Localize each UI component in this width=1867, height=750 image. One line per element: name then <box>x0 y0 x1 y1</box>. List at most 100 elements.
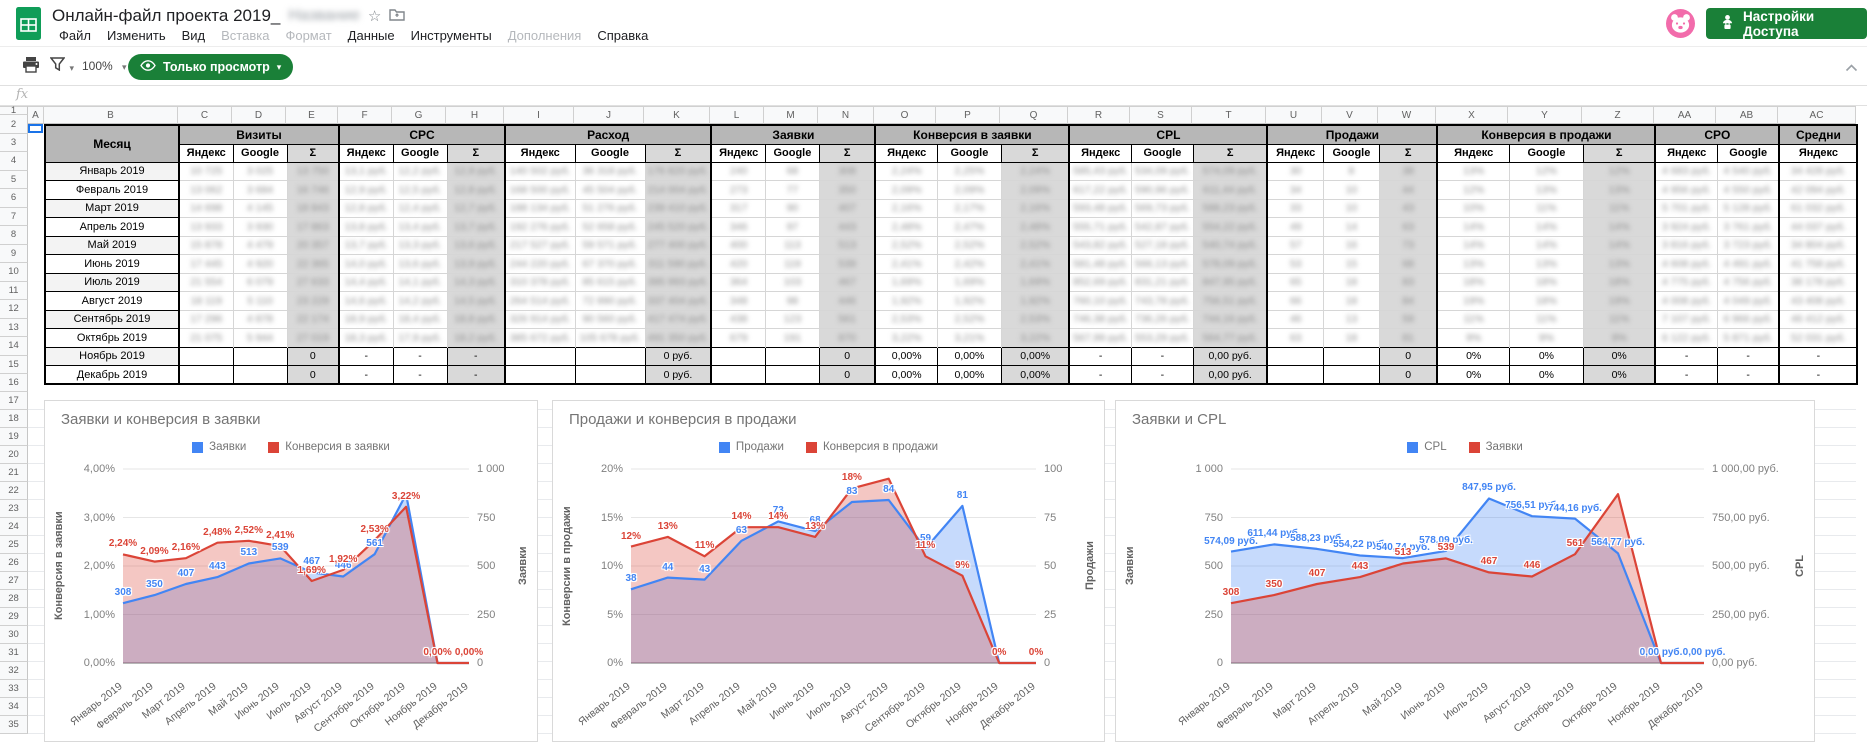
table-cell[interactable]: 567,99 руб. <box>1068 328 1132 347</box>
table-cell[interactable]: 51 276 руб. <box>575 198 646 218</box>
table-cell[interactable]: 4 145 <box>233 198 288 218</box>
table-cell[interactable]: 67 370 руб. <box>575 254 646 273</box>
table-cell[interactable]: 744,16 руб. <box>1193 309 1268 329</box>
table-cell[interactable]: 10 725 <box>178 161 234 181</box>
table-cell[interactable]: 18 <box>1323 291 1380 310</box>
table-cell[interactable]: 8 <box>1323 161 1380 181</box>
table-cell[interactable]: 3 761 руб. <box>1717 217 1780 236</box>
table-cell[interactable]: 311 590 руб. <box>645 254 712 273</box>
table-cell[interactable]: 6 122 руб. <box>1654 328 1718 347</box>
table-cell[interactable]: 14 <box>1323 217 1380 236</box>
table-cell[interactable]: 36 318 руб. <box>575 161 646 181</box>
table-cell[interactable]: 326 914 руб. <box>504 309 576 329</box>
table-cell[interactable]: 527,18 руб. <box>1131 235 1194 255</box>
table-cell[interactable]: 18% <box>1509 272 1584 292</box>
row-header-22[interactable]: 22 <box>0 482 28 500</box>
table-cell[interactable]: 2,16% <box>874 198 938 218</box>
table-cell[interactable]: 3 684 <box>233 180 288 199</box>
table-cell[interactable]: 13 062 <box>178 180 234 199</box>
table-cell[interactable]: 17 445 <box>178 254 234 273</box>
table-cell[interactable]: 11% <box>1509 198 1584 218</box>
table-cell[interactable]: 41 758 руб. <box>1778 254 1858 273</box>
table-cell[interactable]: - <box>392 346 448 366</box>
sheets-logo-icon[interactable] <box>15 6 42 46</box>
table-cell[interactable]: 5 701 руб. <box>1654 198 1718 218</box>
table-cell[interactable]: 53 <box>1266 254 1324 273</box>
table-cell[interactable]: 746,38 руб. <box>1068 309 1132 329</box>
table-cell[interactable]: 18 <box>1323 272 1380 292</box>
table-cell[interactable]: 2,09% <box>874 180 938 199</box>
table-cell[interactable]: 14% <box>1509 235 1584 255</box>
table-cell[interactable]: 0,00% <box>1000 365 1070 385</box>
table-cell[interactable]: - <box>1778 346 1858 366</box>
table-cell[interactable] <box>1322 365 1380 385</box>
table-cell[interactable]: 11% <box>1509 309 1584 329</box>
table-cell[interactable]: 0% <box>1582 346 1656 366</box>
table-cell[interactable]: 4 920 <box>233 254 288 273</box>
table-cell[interactable] <box>178 346 234 366</box>
table-cell[interactable]: 364 <box>710 272 766 292</box>
table-cell[interactable]: 123 <box>765 309 820 329</box>
table-cell[interactable]: 9% <box>1583 328 1656 347</box>
table-cell[interactable]: 17,9 руб. <box>393 328 448 347</box>
table-cell[interactable]: 2,53% <box>1001 309 1070 329</box>
row-header-35[interactable]: 35 <box>0 716 28 734</box>
table-cell[interactable]: 13,7 руб. <box>447 217 506 236</box>
column-header-M[interactable]: M <box>764 106 818 124</box>
table-cell[interactable]: 23 229 <box>287 291 340 310</box>
table-cell[interactable]: 0% <box>1582 365 1656 385</box>
column-header-X[interactable]: X <box>1436 106 1508 124</box>
month-cell[interactable]: Март 2019 <box>44 198 180 218</box>
table-cell[interactable]: 14,6 руб. <box>338 291 394 310</box>
row-header-24[interactable]: 24 <box>0 518 28 536</box>
table-cell[interactable]: 33 <box>1266 198 1324 218</box>
table-cell[interactable]: 45 504 руб. <box>575 180 646 199</box>
row-header-8[interactable]: 8 <box>0 226 28 245</box>
column-header-O[interactable]: O <box>874 106 936 124</box>
table-cell[interactable]: 2,48% <box>874 217 938 236</box>
table-cell[interactable]: 83 <box>1379 272 1438 292</box>
table-cell[interactable]: 77 <box>765 180 820 199</box>
table-cell[interactable]: 44 <box>1379 180 1438 199</box>
table-cell[interactable]: - <box>1716 346 1780 366</box>
table-cell[interactable]: 14,1 руб. <box>393 272 448 292</box>
table-cell[interactable] <box>574 365 646 385</box>
row-header-33[interactable]: 33 <box>0 680 28 698</box>
month-cell[interactable]: Сентябрь 2019 <box>44 309 180 329</box>
table-cell[interactable]: 2,16% <box>1001 198 1070 218</box>
row-header-13[interactable]: 13 <box>0 318 28 337</box>
table-cell[interactable]: 0% <box>1436 346 1510 366</box>
table-cell[interactable] <box>232 346 288 366</box>
column-header-AB[interactable]: AB <box>1716 106 1778 124</box>
table-cell[interactable]: 59 <box>1379 309 1438 329</box>
table-cell[interactable]: 10 <box>1323 198 1380 218</box>
table-cell[interactable]: - <box>1068 365 1132 385</box>
row-header-11[interactable]: 11 <box>0 281 28 300</box>
table-cell[interactable]: 13 <box>1323 309 1380 329</box>
table-cell[interactable]: 2,25% <box>937 161 1002 181</box>
table-cell[interactable]: 3,22% <box>874 328 938 347</box>
row-header-26[interactable]: 26 <box>0 554 28 572</box>
table-cell[interactable]: 17 296 <box>178 309 234 329</box>
table-cell[interactable]: 679 <box>710 328 766 347</box>
table-cell[interactable]: 44 037 руб. <box>1778 217 1858 236</box>
table-cell[interactable]: 2,47% <box>937 217 1002 236</box>
table-cell[interactable]: 467 <box>819 272 876 292</box>
table-cell[interactable]: 350 <box>819 180 876 199</box>
column-header-P[interactable]: P <box>936 106 1000 124</box>
table-cell[interactable]: - <box>446 346 506 366</box>
table-cell[interactable] <box>764 365 820 385</box>
print-icon[interactable] <box>22 56 40 78</box>
table-cell[interactable]: 0,00% <box>936 346 1002 366</box>
month-cell[interactable]: Январь 2019 <box>44 161 180 181</box>
table-cell[interactable]: 13,1 руб. <box>338 161 394 181</box>
table-cell[interactable]: 2,48% <box>1001 217 1070 236</box>
row-header-28[interactable]: 28 <box>0 590 28 608</box>
table-cell[interactable]: 5 944 <box>233 328 288 347</box>
table-cell[interactable]: 18 119 <box>178 291 234 310</box>
table-cell[interactable] <box>710 346 766 366</box>
table-cell[interactable]: 5 110 <box>233 291 288 310</box>
table-cell[interactable]: 574,09 руб. <box>1193 161 1268 181</box>
table-cell[interactable]: 7 107 руб. <box>1654 309 1718 329</box>
table-cell[interactable]: 0,00% <box>874 365 938 385</box>
